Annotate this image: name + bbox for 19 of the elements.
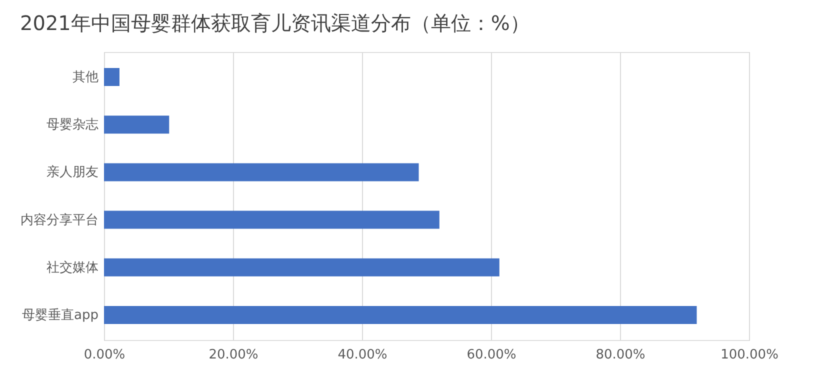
x-tick-label: 0.00%: [84, 348, 126, 362]
x-tick-label: 20.00%: [208, 348, 258, 362]
bar: [104, 306, 697, 324]
y-tick-label: 母婴垂直app: [22, 308, 98, 324]
chart-title: 2021年中国母婴群体获取育儿资讯渠道分布（单位：%）: [20, 11, 530, 35]
bar: [104, 163, 419, 182]
y-tick-label: 亲人朋友: [46, 165, 98, 180]
bar: [104, 68, 120, 86]
x-tick-label: 80.00%: [596, 348, 646, 362]
bar: [104, 258, 500, 276]
x-tick-label: 40.00%: [338, 348, 388, 362]
x-tick-label: 60.00%: [466, 348, 516, 362]
bar: [104, 210, 440, 229]
y-tick-label: 母婴杂志: [46, 118, 98, 133]
x-tick-label: 100.00%: [720, 348, 778, 362]
y-tick-label: 社交媒体: [46, 259, 98, 276]
y-tick-label: 其他: [72, 70, 98, 85]
y-tick-label: 内容分享平台: [20, 212, 98, 228]
bar: [104, 116, 170, 134]
